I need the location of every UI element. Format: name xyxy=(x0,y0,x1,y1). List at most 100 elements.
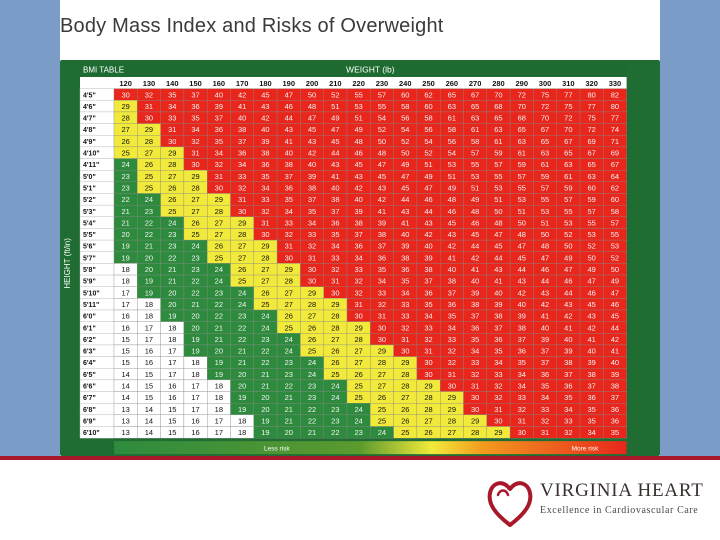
bmi-value-label: 23 xyxy=(331,416,339,425)
bmi-value-label: 23 xyxy=(354,428,362,437)
bmi-value-label: 18 xyxy=(168,335,176,344)
bmi-value-label: 17 xyxy=(145,335,153,344)
bmi-value-label: 34 xyxy=(587,428,595,437)
bmi-value-label: 47 xyxy=(518,242,526,251)
bmi-value-label: 37 xyxy=(518,335,526,344)
bmi-value-label: 21 xyxy=(285,393,293,402)
weight-tick-label: 230 xyxy=(376,79,389,88)
bmi-value-label: 17 xyxy=(215,416,223,425)
bmi-value-label: 32 xyxy=(424,335,432,344)
bmi-value-label: 18 xyxy=(215,405,223,414)
bmi-value-label: 61 xyxy=(471,125,479,134)
bmi-value-label: 47 xyxy=(378,160,386,169)
bmi-value-label: 50 xyxy=(518,218,526,227)
bmi-value-label: 30 xyxy=(354,312,362,321)
bmi-value-label: 36 xyxy=(564,382,572,391)
bmi-value-label: 33 xyxy=(541,405,549,414)
bmi-value-label: 31 xyxy=(215,172,223,181)
bmi-value-label: 23 xyxy=(285,358,293,367)
bmi-value-label: 63 xyxy=(587,172,595,181)
bmi-value-label: 40 xyxy=(331,183,339,192)
bmi-value-label: 72 xyxy=(564,114,572,123)
bmi-value-label: 40 xyxy=(308,160,316,169)
bmi-value-label: 32 xyxy=(448,358,456,367)
bmi-value-label: 17 xyxy=(215,428,223,437)
bmi-value-label: 35 xyxy=(587,405,595,414)
bmi-value-label: 43 xyxy=(308,137,316,146)
height-tick-label: 6'5" xyxy=(83,372,96,379)
bmi-value-label: 19 xyxy=(121,242,129,251)
weight-tick-label: 140 xyxy=(166,79,179,88)
bmi-value-label: 27 xyxy=(261,277,269,286)
bmi-value-label: 38 xyxy=(261,149,269,158)
bmi-value-label: 54 xyxy=(448,149,456,158)
bmi-value-label: 21 xyxy=(285,405,293,414)
bmi-value-label: 28 xyxy=(215,207,223,216)
bmi-value-label: 24 xyxy=(191,242,199,251)
bmi-value-label: 25 xyxy=(191,230,199,239)
bmi-value-label: 31 xyxy=(471,382,479,391)
bmi-value-label: 27 xyxy=(378,370,386,379)
bmi-table-panel: BMI TABLE WEIGHT (lb) 120 130 140 150 160 170 18… xyxy=(60,60,660,456)
bmi-value-label: 40 xyxy=(494,288,502,297)
bmi-value-label: 28 xyxy=(378,358,386,367)
bmi-value-label: 60 xyxy=(401,90,409,99)
bmi-value-label: 35 xyxy=(471,335,479,344)
height-tick-label: 5'6" xyxy=(83,244,96,251)
bmi-value-label: 72 xyxy=(518,90,526,99)
bmi-value-label: 19 xyxy=(145,277,153,286)
bmi-value-label: 45 xyxy=(378,172,386,181)
table-header-bar xyxy=(80,62,627,76)
bmi-value-label: 58 xyxy=(471,137,479,146)
height-tick-label: 5'10" xyxy=(83,290,100,297)
bmi-value-label: 38 xyxy=(587,370,595,379)
bmi-value-label: 34 xyxy=(541,393,549,402)
bmi-value-label: 28 xyxy=(401,370,409,379)
bmi-value-label: 53 xyxy=(587,230,595,239)
bmi-value-label: 32 xyxy=(331,265,339,274)
bmi-value-label: 40 xyxy=(611,358,619,367)
bmi-value-label: 28 xyxy=(238,230,246,239)
height-tick-label: 5'7" xyxy=(83,255,96,262)
bmi-value-label: 20 xyxy=(238,382,246,391)
weight-header-row xyxy=(80,77,627,89)
bmi-value-label: 50 xyxy=(308,90,316,99)
bmi-value-label: 25 xyxy=(378,416,386,425)
height-tick-label: 5'11" xyxy=(83,302,99,309)
bmi-value-label: 47 xyxy=(541,253,549,262)
bmi-table-chart: BMI TABLE WEIGHT (lb) 120 130 140 150 160 170 18… xyxy=(63,62,627,455)
bmi-value-label: 31 xyxy=(541,428,549,437)
bmi-value-label: 38 xyxy=(238,125,246,134)
bmi-value-label: 23 xyxy=(308,382,316,391)
height-tick-label: 5'1" xyxy=(83,185,96,192)
bmi-value-label: 44 xyxy=(494,253,502,262)
bmi-value-label: 14 xyxy=(145,428,153,437)
y-axis-label: HEIGHT (ft/in) xyxy=(63,238,72,289)
bmi-value-label: 47 xyxy=(401,172,409,181)
bmi-value-label: 23 xyxy=(121,172,129,181)
height-tick-label: 6'8" xyxy=(83,407,96,414)
bmi-value-label: 31 xyxy=(331,277,339,286)
bmi-value-label: 44 xyxy=(564,288,572,297)
bmi-value-label: 28 xyxy=(191,183,199,192)
weight-tick-label: 180 xyxy=(259,79,272,88)
bmi-value-label: 47 xyxy=(564,265,572,274)
bmi-value-label: 37 xyxy=(494,323,502,332)
bmi-value-label: 47 xyxy=(331,125,339,134)
bmi-value-label: 23 xyxy=(261,335,269,344)
bmi-value-label: 21 xyxy=(308,428,316,437)
bmi-value-label: 48 xyxy=(518,230,526,239)
bmi-value-label: 38 xyxy=(308,183,316,192)
bmi-value-label: 39 xyxy=(541,335,549,344)
bmi-value-label: 51 xyxy=(354,114,362,123)
bmi-value-label: 57 xyxy=(611,218,619,227)
bmi-value-label: 14 xyxy=(121,393,129,402)
bmi-value-label: 36 xyxy=(471,323,479,332)
weight-tick-label: 320 xyxy=(585,79,598,88)
bmi-value-label: 37 xyxy=(238,137,246,146)
bmi-value-label: 42 xyxy=(518,288,526,297)
bmi-value-label: 36 xyxy=(518,347,526,356)
bmi-value-label: 31 xyxy=(518,416,526,425)
bmi-value-label: 16 xyxy=(191,428,199,437)
bmi-value-label: 21 xyxy=(145,242,153,251)
